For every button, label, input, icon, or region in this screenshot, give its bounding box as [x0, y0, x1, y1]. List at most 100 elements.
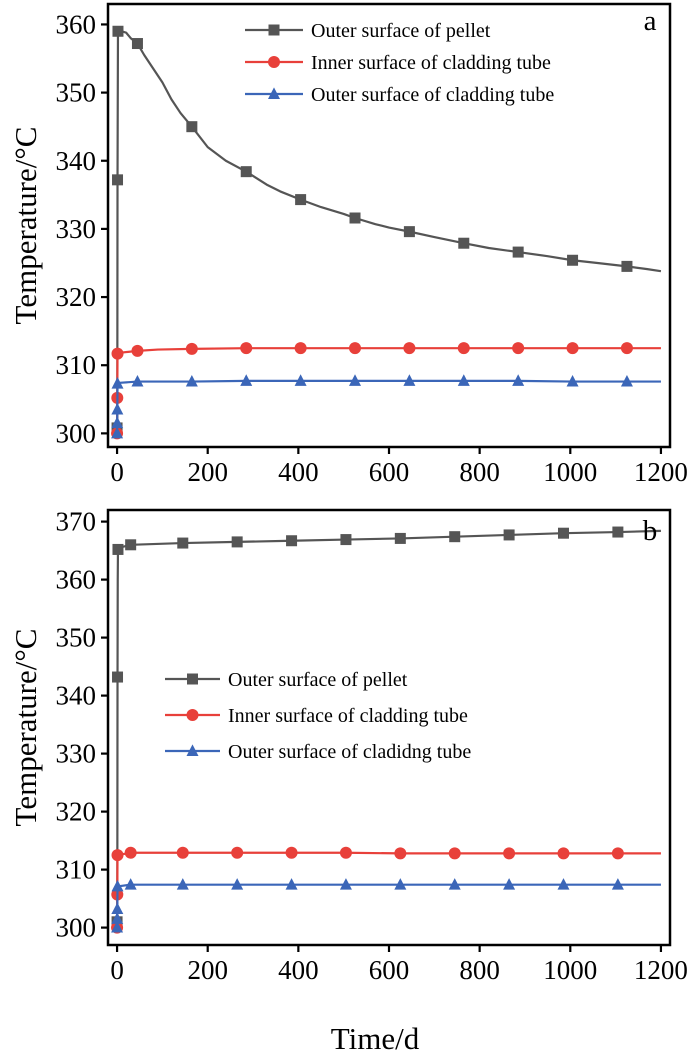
data-point [231, 878, 244, 890]
legend-marker [186, 709, 199, 721]
data-point [131, 38, 143, 50]
y-tick-label: 360 [56, 9, 97, 39]
data-point [131, 374, 144, 387]
data-point [231, 536, 243, 548]
series-triangle [111, 374, 661, 439]
y-tick-label: 330 [56, 214, 97, 244]
data-point [294, 342, 307, 355]
data-point [620, 374, 633, 387]
data-point [457, 342, 470, 355]
data-point [403, 374, 416, 386]
chart-panel-a: 0 200 400 600 800 1000 1200 300 310 320 330 340 350 3… [8, 2, 688, 487]
x-tick-label: 1000 [543, 955, 597, 985]
x-tick-label: 200 [187, 457, 228, 487]
x-tick-label: 200 [187, 955, 228, 985]
data-point [124, 878, 137, 890]
y-tick-label: 340 [56, 146, 97, 176]
data-point [186, 121, 198, 133]
x-tick-label: 1200 [634, 457, 688, 487]
data-point [611, 847, 624, 860]
legend-marker [268, 87, 280, 99]
series-circle [111, 846, 661, 934]
series-square [111, 526, 661, 928]
x-tick-label: 0 [110, 457, 124, 487]
data-point [394, 878, 407, 890]
data-point [240, 166, 252, 178]
data-point [286, 535, 298, 547]
x-tick-label: 600 [369, 457, 410, 487]
data-point [111, 426, 124, 439]
y-tick-label: 330 [56, 739, 97, 769]
data-point [403, 342, 416, 355]
y-tick-label: 310 [56, 350, 97, 380]
data-point [557, 847, 570, 860]
data-point [240, 374, 253, 386]
x-tick-label: 400 [278, 955, 319, 985]
series-circle [111, 342, 661, 440]
data-point [295, 194, 307, 206]
y-tick-label: 350 [56, 78, 97, 108]
legend-label: Inner surface of cladding tube [228, 705, 468, 727]
data-point [339, 878, 352, 890]
legend-label: Outer surface of cladidng tube [228, 741, 471, 763]
data-point [176, 846, 189, 859]
data-point [557, 527, 569, 539]
data-point [503, 529, 515, 541]
series-line [115, 379, 661, 434]
data-point [349, 212, 361, 224]
data-point [449, 531, 461, 543]
x-tick-label: 400 [278, 457, 319, 487]
legend-entry: Outer surface of cladidng tube [165, 741, 471, 763]
data-point [285, 846, 298, 859]
series-line [115, 851, 661, 928]
data-point [240, 342, 253, 355]
legend-entry: Inner surface of cladding tube [165, 705, 468, 727]
y-tick-label: 300 [56, 418, 97, 448]
data-point [131, 344, 144, 357]
data-point [112, 671, 124, 683]
data-point [111, 912, 124, 924]
legend: Outer surface of pellet Inner surface of … [165, 669, 471, 763]
data-point [394, 847, 407, 860]
y-tick-label: 320 [56, 282, 97, 312]
data-point [294, 374, 307, 386]
series-line [115, 347, 661, 434]
data-point [349, 374, 362, 386]
data-point [112, 543, 124, 555]
series-triangle [111, 878, 661, 933]
data-point [111, 402, 124, 415]
data-point [185, 342, 198, 355]
data-point [111, 902, 124, 914]
data-point [231, 846, 244, 859]
legend-label: Outer surface of cladding tube [311, 84, 554, 106]
series-line [115, 883, 661, 928]
data-point [567, 254, 579, 266]
data-point [111, 416, 124, 429]
y-tick-label: 310 [56, 855, 97, 885]
x-tick-label: 800 [459, 457, 500, 487]
legend-marker [268, 56, 280, 68]
data-point [111, 347, 124, 360]
data-point [111, 849, 124, 862]
data-point [394, 532, 406, 544]
plot-frame [106, 508, 672, 947]
legend-entry: Outer surface of cladding tube [245, 84, 554, 106]
data-point [112, 174, 124, 186]
data-point [403, 226, 415, 238]
data-point [111, 921, 124, 933]
legend-label: Outer surface of pellet [228, 669, 408, 691]
data-point [621, 260, 633, 272]
legend-label: Outer surface of pellet [311, 20, 491, 42]
data-point [457, 374, 470, 386]
data-point [612, 526, 624, 538]
y-tick-label: 370 [56, 507, 97, 537]
y-tick-label: 340 [56, 681, 97, 711]
legend-entry: Outer surface of pellet [165, 669, 408, 691]
data-point [176, 878, 189, 890]
legend-marker [187, 673, 198, 685]
data-point [503, 878, 516, 890]
data-point [285, 878, 298, 890]
data-point [112, 25, 124, 37]
data-point [111, 377, 124, 389]
chart-panel-b: 0 200 400 600 800 1000 1200 300 310 320 330 340 350 3… [8, 507, 688, 1056]
